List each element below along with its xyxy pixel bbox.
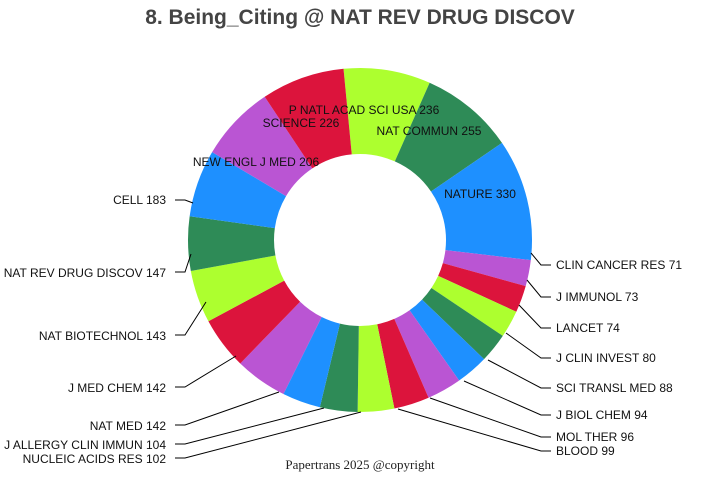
- slice-label: CELL 183: [113, 193, 166, 207]
- chart-title: 8. Being_Citing @ NAT REV DRUG DISCOV: [145, 6, 575, 29]
- slice-label: SCI TRANSL MED 88: [556, 381, 673, 395]
- leader-lines: [175, 199, 551, 459]
- copyright-footer: Papertrans 2025 @copyright: [285, 457, 435, 472]
- leader-line: [487, 359, 551, 389]
- leader-line: [175, 301, 207, 336]
- donut-slice-nucleic-acids-res: [319, 323, 359, 412]
- donut-slice-blood: [357, 324, 395, 412]
- slice-label-inside: NEW ENGL J MED 206: [193, 155, 320, 169]
- slice-label: NAT MED 142: [90, 419, 167, 433]
- slice-label: J ALLERGY CLIN IMMUN 104: [4, 438, 166, 452]
- slice-label: NAT BIOTECHNOL 143: [39, 329, 166, 343]
- donut-slice-nat-biotechnol: [190, 255, 285, 322]
- slice-label: NUCLEIC ACIDS RES 102: [23, 452, 167, 466]
- donut-slice-nat-commun: [394, 82, 502, 192]
- leader-line: [175, 199, 194, 204]
- slice-label: BLOOD 99: [556, 444, 615, 458]
- leader-line: [505, 332, 551, 359]
- donut-slice-nat-med: [240, 301, 322, 395]
- donut-slice-nature: [430, 142, 532, 261]
- leader-line: [463, 380, 551, 416]
- slice-label-inside: NATURE 330: [444, 187, 516, 201]
- leader-line: [175, 355, 237, 388]
- donut-slice-j-allergy-clin-immun: [283, 317, 340, 408]
- donut-slice-new-engl-j-med: [212, 96, 313, 197]
- donut-slice-clin-cancer-res: [442, 250, 531, 287]
- donut-slice-science: [264, 68, 352, 169]
- slice-label-inside: SCIENCE 226: [263, 116, 340, 130]
- donut-slice-lancet: [431, 275, 517, 336]
- donut-slices: [188, 68, 532, 412]
- leader-line: [518, 304, 551, 329]
- donut-slice-j-immunol: [438, 263, 526, 312]
- slice-label: LANCET 74: [556, 321, 620, 335]
- slice-label-inside: P NATL ACAD SCI USA 236: [289, 103, 440, 117]
- slice-label: MOL THER 96: [556, 430, 634, 444]
- donut-slice-p-natl-acad-sci-usa: [343, 68, 430, 162]
- slice-label: J IMMUNOL 73: [556, 290, 639, 304]
- leader-line: [397, 408, 551, 452]
- donut-slice-j-biol-chem: [394, 310, 460, 398]
- donut-slice-mol-ther: [377, 318, 429, 409]
- slice-label: J CLIN INVEST 80: [556, 351, 656, 365]
- donut-slice-j-clin-invest: [422, 287, 503, 360]
- slice-label: J BIOL CHEM 94: [556, 408, 648, 422]
- slice-label: NAT REV DRUG DISCOV 147: [4, 266, 167, 280]
- donut-slice-sci-transl-med: [409, 299, 485, 381]
- donut-slice-j-med-chem: [208, 280, 301, 364]
- leader-line: [175, 253, 192, 273]
- donut-slice-nat-rev-drug-discov: [188, 216, 276, 272]
- leader-line: [175, 407, 325, 445]
- leader-line: [175, 411, 362, 459]
- slice-label-inside: NAT COMMUN 255: [377, 124, 482, 138]
- leader-line: [530, 252, 551, 266]
- slice-label: J MED CHEM 142: [68, 381, 166, 395]
- leader-line: [526, 279, 551, 298]
- slice-labels: CLIN CANCER RES 71 J IMMUNOL 73 LANCET 74 J…: [4, 103, 683, 466]
- leader-line: [175, 391, 280, 426]
- donut-slice-cell: [189, 152, 287, 229]
- leader-line: [429, 397, 551, 438]
- slice-label: CLIN CANCER RES 71: [556, 258, 682, 272]
